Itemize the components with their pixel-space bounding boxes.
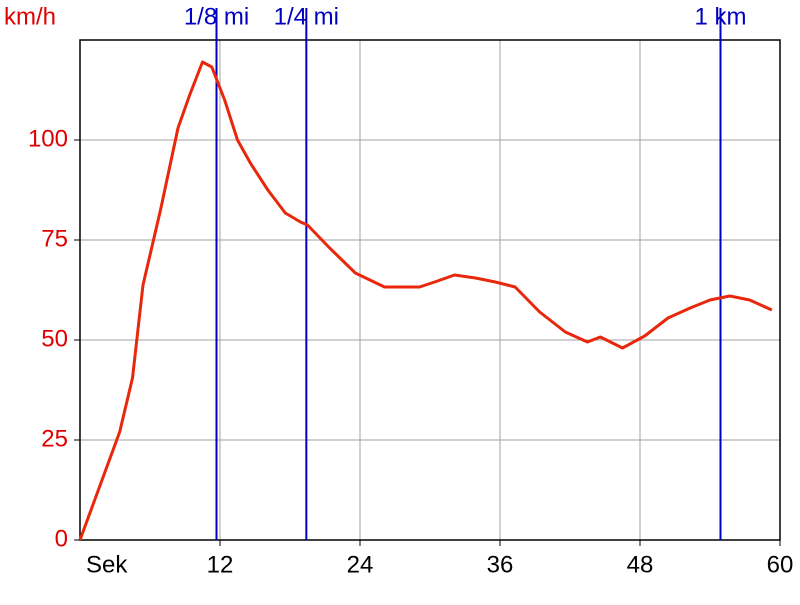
distance-marker-label: 1 km — [694, 3, 746, 30]
y-tick-label: 75 — [41, 225, 68, 252]
distance-marker-label: 1/4 mi — [274, 3, 339, 30]
plot-border — [79, 39, 781, 541]
y-tick-label: 100 — [28, 125, 68, 152]
y-tick-label: 50 — [41, 325, 68, 352]
y-axis-label: km/h — [4, 3, 56, 30]
x-tick-label: 48 — [627, 551, 654, 578]
x-tick-label: 36 — [487, 551, 514, 578]
x-axis-label: Sek — [86, 551, 128, 578]
speed-line — [78, 60, 773, 541]
distance-marker-label: 1/8 mi — [184, 3, 249, 30]
x-tick-label: 24 — [347, 551, 374, 578]
x-tick-label: 60 — [767, 551, 794, 578]
y-tick-label: 25 — [41, 425, 68, 452]
y-tick-label: 0 — [55, 525, 68, 552]
x-tick-label: 12 — [207, 551, 234, 578]
